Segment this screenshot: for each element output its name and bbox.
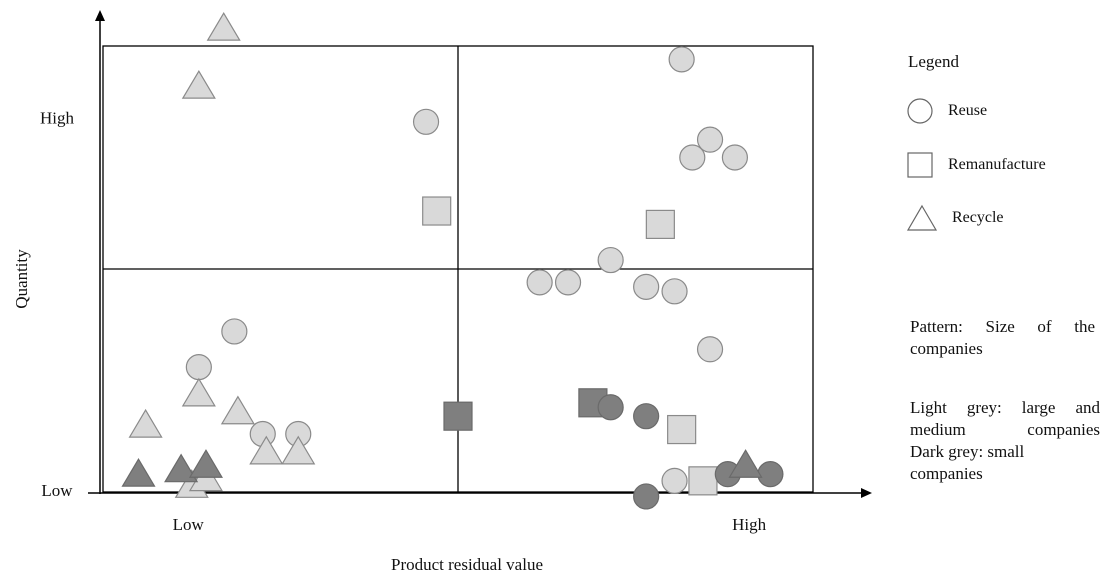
legend-label-recycle: Recycle [952, 209, 1004, 226]
dark-recycle-triangle-2 [188, 449, 224, 478]
light-reuse-circle-7 [661, 278, 688, 305]
dark-recycle-triangle-1 [164, 453, 199, 483]
light-remanufacture-square-1 [645, 209, 675, 239]
dark-reuse-circle-4 [757, 461, 784, 488]
light-reuse-circle-2 [412, 108, 440, 135]
dark-reuse-circle-1 [633, 403, 660, 430]
light-reuse-circle-6 [633, 273, 660, 300]
light-reuse-circle-5 [597, 246, 624, 274]
dark-grey-note-line1: Dark grey: small [910, 442, 1025, 461]
circle-icon [907, 98, 933, 124]
dark-recycle-triangle-3 [728, 449, 763, 478]
light-recycle-triangle-7 [249, 435, 284, 465]
light-reuse-circle-9 [696, 126, 724, 153]
light-reuse-circle-11 [721, 144, 749, 171]
axes [88, 10, 872, 498]
x-axis-arrow [861, 488, 872, 498]
legend-item-remanufacture: Remanufacture [906, 150, 1046, 180]
dark-grey-note-line2: companies [910, 464, 983, 483]
y-tick-label-1: Low [41, 481, 73, 500]
legend-label-remanufacture: Remanufacture [948, 156, 1046, 173]
light-grey-note-line1: Light grey: large and [910, 398, 1100, 417]
light-reuse-circle-8 [668, 46, 695, 73]
light-recycle-triangle-8 [281, 435, 316, 465]
scatter-chart: Low High High Low Product residual value Qu… [12, 10, 872, 574]
light-recycle-triangle-4 [220, 395, 255, 425]
shade-note: Light grey: large and medium companies D… [910, 397, 1100, 485]
dark-recycle-triangle-0 [121, 457, 156, 487]
legend-item-recycle: Recycle [906, 203, 1004, 233]
light-remanufacture-square-0 [422, 196, 452, 226]
y-axis-arrow [95, 10, 105, 21]
light-reuse-circle-0 [185, 354, 212, 381]
x-axis-label: Product residual value [391, 555, 543, 574]
x-tick-label-1: High [732, 515, 767, 534]
dark-remanufacture-square-0 [443, 401, 473, 431]
data-points [121, 11, 784, 510]
dark-reuse-circle-0 [597, 394, 624, 421]
pattern-note-line2: companies [910, 339, 983, 358]
y-axis-label: Quantity [12, 249, 31, 309]
dark-reuse-circle-2 [633, 483, 660, 510]
light-reuse-circle-1 [221, 318, 248, 345]
light-reuse-circle-3 [526, 269, 553, 296]
light-recycle-triangle-1 [181, 69, 216, 99]
pattern-note-line1: Pattern: Size of the [910, 317, 1095, 336]
light-recycle-triangle-0 [206, 11, 241, 41]
light-remanufacture-square-3 [688, 466, 718, 496]
pattern-note: Pattern: Size of the companies [910, 316, 1095, 360]
triangle-icon [906, 204, 938, 231]
light-recycle-triangle-2 [128, 408, 163, 438]
light-reuse-circle-15 [661, 467, 688, 494]
y-tick-label-0: High [40, 108, 75, 127]
square-icon [907, 152, 933, 178]
legend-title: Legend [908, 52, 959, 71]
x-tick-label-0: Low [173, 515, 205, 534]
light-recycle-triangle-3 [181, 377, 216, 407]
light-remanufacture-square-2 [667, 414, 697, 445]
legend-label-reuse: Reuse [948, 102, 988, 119]
light-reuse-circle-12 [696, 336, 724, 363]
light-grey-note-line2: medium companies [910, 420, 1100, 439]
light-reuse-circle-10 [679, 144, 706, 171]
tick-labels: Low High High Low [40, 108, 767, 534]
light-reuse-circle-4 [554, 269, 582, 296]
legend-item-reuse: Reuse [906, 96, 987, 126]
